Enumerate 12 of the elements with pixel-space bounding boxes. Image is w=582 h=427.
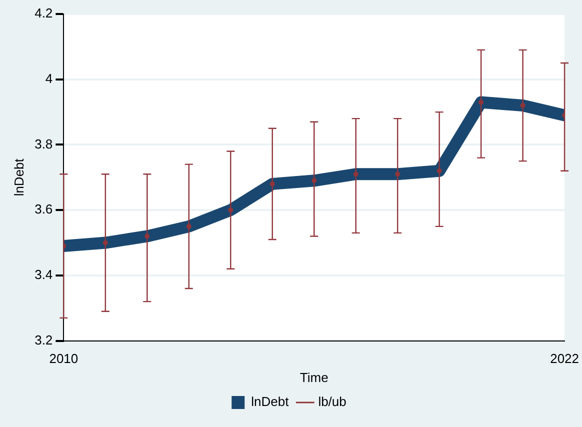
legend-label: lb/ub bbox=[318, 394, 346, 410]
x-tick-label: 2022 bbox=[550, 351, 579, 366]
x-tick-label: 2010 bbox=[49, 351, 78, 366]
y-axis-title: lnDebt bbox=[11, 158, 26, 196]
x-axis-title: Time bbox=[300, 370, 328, 385]
y-tick-label: 3.6 bbox=[34, 202, 53, 217]
legend-label: lnDebt bbox=[251, 394, 290, 410]
y-tick-label: 3.8 bbox=[34, 136, 53, 152]
y-tick-label: 3.4 bbox=[34, 267, 53, 282]
y-tick-label: 3.2 bbox=[34, 332, 53, 348]
y-tick-label: 4 bbox=[45, 70, 53, 86]
y-tick-label: 4.2 bbox=[34, 6, 53, 21]
